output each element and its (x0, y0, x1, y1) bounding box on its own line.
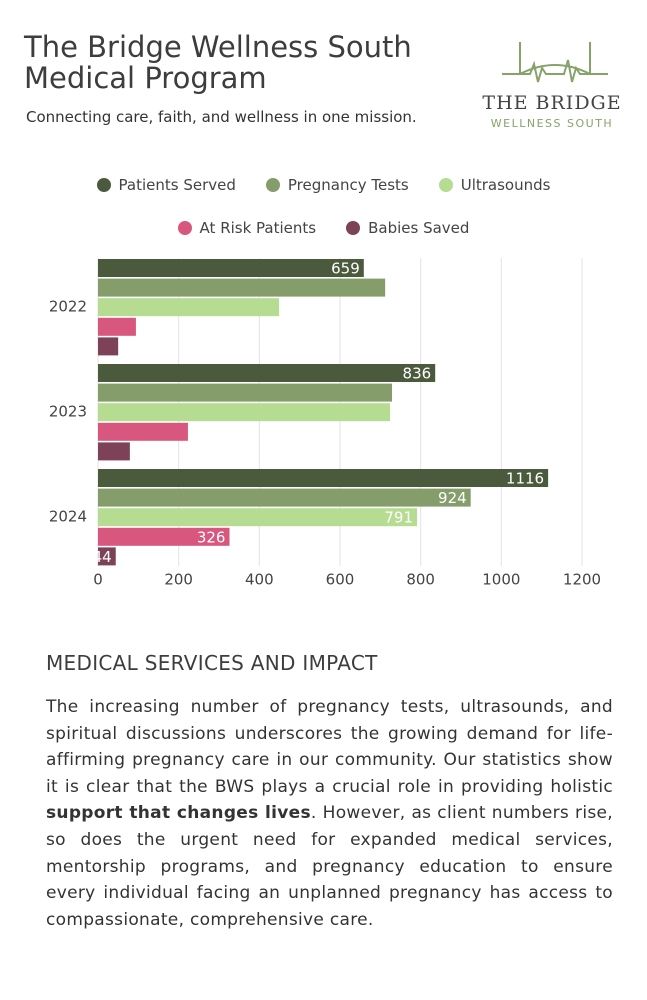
x-tick-label: 200 (164, 571, 193, 589)
bar (98, 383, 393, 402)
bar (98, 469, 549, 487)
value-label: 836 (403, 365, 432, 383)
x-tick-label: 400 (245, 571, 274, 589)
bar (98, 259, 364, 277)
x-tick-label: 1000 (482, 571, 520, 589)
section-heading: MEDICAL SERVICES AND IMPACT (46, 651, 378, 675)
legend-item: Pregnancy Tests (265, 176, 409, 194)
legend-swatch (438, 178, 453, 192)
bar (98, 422, 188, 441)
legend: At Risk Patients Babies Saved (0, 219, 647, 237)
y-tick-label: 2023 (49, 403, 87, 421)
bar (98, 403, 391, 422)
legend-label: Ultrasounds (460, 176, 551, 194)
value-label: 791 (384, 509, 413, 527)
x-tick-label: 800 (406, 571, 435, 589)
title: The Bridge Wellness South Medical Progra… (24, 30, 412, 95)
value-label: 924 (438, 489, 467, 507)
value-label: 659 (331, 260, 360, 278)
value-label: 1116 (506, 470, 544, 488)
logo-icon (502, 42, 608, 83)
legend-swatch (177, 221, 192, 235)
legend-label: Patients Served (118, 176, 236, 194)
legend-swatch (346, 221, 361, 235)
bar (98, 317, 136, 336)
logo-name: THE BRIDGE (482, 92, 622, 114)
x-tick-label: 1200 (563, 571, 601, 589)
legend-label: At Risk Patients (199, 219, 317, 237)
bar (98, 527, 230, 546)
legend: Patients Served Pregnancy Tests Ultrasound… (0, 176, 647, 194)
bold-text: support that changes lives (46, 803, 311, 824)
legend-swatch (265, 178, 280, 192)
x-tick-label: 600 (326, 571, 355, 589)
legend-swatch (96, 178, 111, 192)
bar (98, 298, 280, 317)
subtitle: Connecting care, faith, and wellness in … (26, 108, 417, 126)
bar (98, 364, 436, 382)
y-tick-label: 2024 (49, 508, 87, 526)
logo-tagline: WELLNESS SOUTH (490, 117, 614, 130)
bar (98, 278, 386, 297)
chart: 0 200 400 600 800 1000 1200 2022 659 2023 836 2024 1… (49, 258, 601, 589)
bar (98, 547, 116, 566)
value-label: 326 (197, 528, 226, 546)
bar (98, 442, 130, 461)
legend-item: At Risk Patients (177, 219, 317, 237)
legend-item: Patients Served (96, 176, 236, 194)
paragraph: The increasing number of pregnancy tests… (46, 694, 613, 933)
legend-label: Babies Saved (368, 219, 470, 237)
text: The increasing number of pregnancy tests… (46, 697, 613, 797)
value-label: 44 (93, 548, 112, 566)
bar (98, 337, 119, 356)
legend-label: Pregnancy Tests (287, 176, 409, 194)
y-tick-label: 2022 (49, 298, 87, 316)
text: . However, as client numbers rise, so do… (46, 803, 613, 930)
x-tick-label: 0 (93, 571, 103, 589)
bar (98, 508, 418, 527)
legend-item: Babies Saved (346, 219, 469, 237)
bar (98, 488, 471, 507)
legend-item: Ultrasounds (438, 176, 551, 194)
